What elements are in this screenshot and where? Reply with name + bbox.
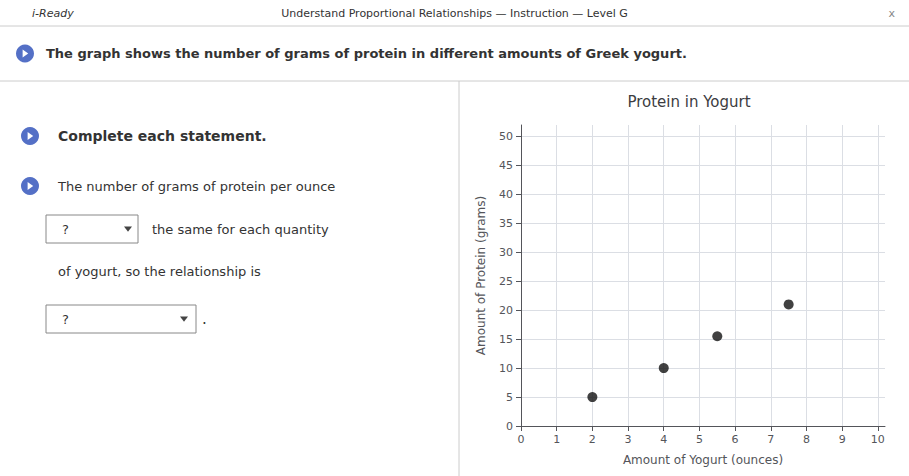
svg-text:3: 3 (625, 433, 632, 446)
svg-text:10: 10 (499, 362, 513, 375)
svg-text:20: 20 (499, 304, 513, 317)
svg-text:Protein in Yogurt: Protein in Yogurt (627, 93, 750, 111)
svg-text:7: 7 (767, 433, 774, 446)
svg-text:Complete each statement.: Complete each statement. (58, 128, 267, 144)
svg-text:.: . (202, 310, 207, 328)
svg-text:1: 1 (553, 433, 560, 446)
svg-text:5: 5 (506, 391, 513, 404)
svg-text:5: 5 (696, 433, 703, 446)
svg-text:8: 8 (803, 433, 810, 446)
svg-text:Amount of Protein (grams): Amount of Protein (grams) (474, 196, 488, 355)
svg-text:The number of grams of protein: The number of grams of protein per ounce (57, 179, 335, 194)
svg-text:45: 45 (499, 159, 513, 172)
svg-text:50: 50 (499, 130, 513, 143)
svg-text:4: 4 (660, 433, 667, 446)
svg-text:15: 15 (499, 333, 513, 346)
svg-text:30: 30 (499, 246, 513, 259)
svg-text:2: 2 (589, 433, 596, 446)
svg-text:i-Ready: i-Ready (32, 7, 74, 20)
svg-text:0: 0 (518, 433, 525, 446)
svg-text:25: 25 (499, 275, 513, 288)
svg-text:6: 6 (732, 433, 739, 446)
svg-text:?: ? (62, 312, 69, 327)
svg-text:9: 9 (839, 433, 846, 446)
svg-text:Amount of Yogurt (ounces): Amount of Yogurt (ounces) (623, 453, 783, 467)
svg-text:x: x (888, 7, 895, 20)
svg-text:0: 0 (506, 420, 513, 433)
svg-text:10: 10 (871, 433, 885, 446)
svg-text:of yogurt, so the relationship: of yogurt, so the relationship is (58, 264, 261, 279)
svg-text:40: 40 (499, 188, 513, 201)
svg-text:35: 35 (499, 217, 513, 230)
svg-text:?: ? (62, 222, 69, 237)
svg-text:Understand Proportional Relati: Understand Proportional Relationships — … (281, 7, 628, 20)
svg-text:The graph shows the number of: The graph shows the number of grams of p… (46, 46, 687, 61)
svg-text:the same for each quantity: the same for each quantity (152, 222, 329, 237)
